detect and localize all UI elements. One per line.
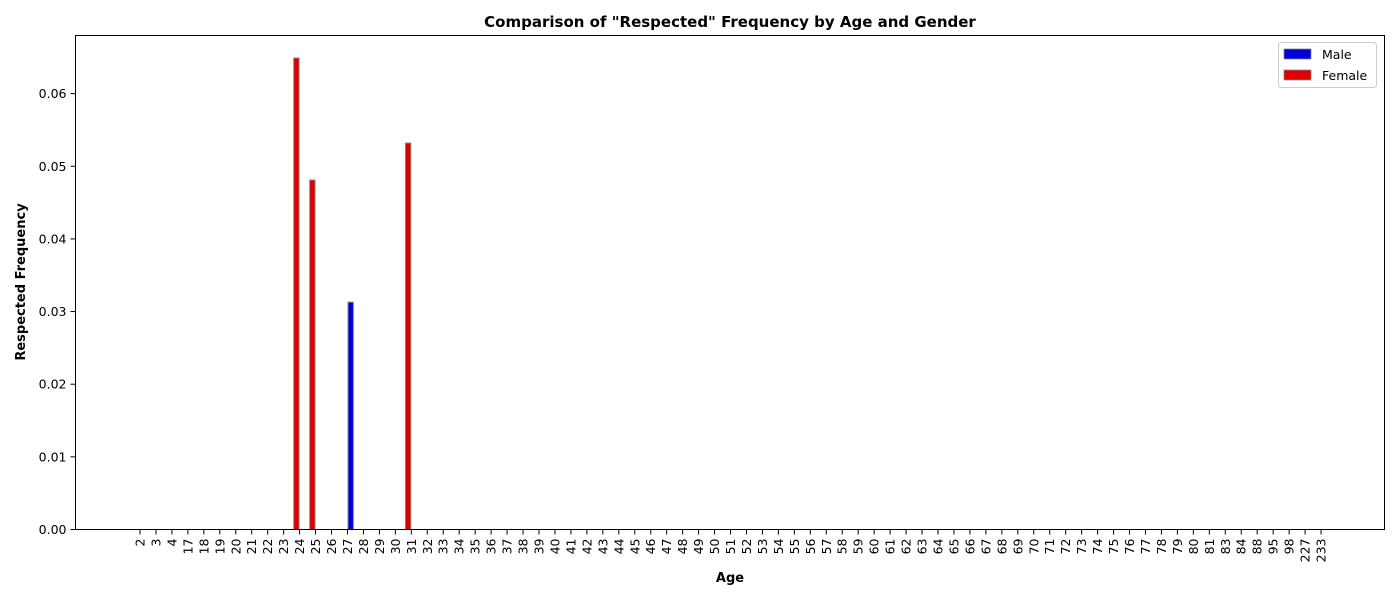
y-tick-label: 0.00: [39, 522, 67, 537]
bars-layer: [293, 57, 412, 531]
x-tick-label: 46: [643, 538, 658, 554]
x-tick-label: 47: [659, 539, 674, 555]
x-tick-label: 73: [1074, 539, 1089, 555]
x-tick-label: 61: [883, 539, 898, 555]
x-tick-label: 80: [1186, 538, 1201, 554]
y-tick-label: 0.01: [39, 449, 67, 464]
x-axis-ticks: 2 3 4 17 18 19 20 21 22 23 24 25 26 27 28 29 30 31 32 33 34 3…: [133, 529, 1329, 563]
y-axis-label: Respected Frequency: [14, 203, 29, 361]
x-tick-label: 55: [787, 539, 802, 555]
x-tick-label: 22: [260, 539, 275, 555]
x-tick-label: 36: [484, 538, 499, 554]
x-tick-label: 77: [1138, 539, 1153, 555]
x-tick-label: 51: [723, 539, 738, 555]
bar-female-25: [309, 179, 316, 530]
x-tick-label: 44: [611, 538, 626, 554]
x-tick-label: 25: [308, 539, 323, 555]
bar-female-31: [404, 142, 412, 531]
x-tick-label: 50: [707, 538, 722, 554]
x-tick-label: 54: [771, 538, 786, 554]
legend-swatch-male: [1283, 48, 1312, 60]
x-tick-label: 83: [1218, 539, 1233, 555]
x-tick-label: 74: [1090, 538, 1105, 554]
x-tick-label: 34: [452, 538, 467, 554]
x-tick-label: 39: [532, 538, 547, 554]
x-tick-label: 28: [356, 538, 371, 554]
x-tick-label: 68: [994, 538, 1009, 554]
x-tick-label: 32: [420, 539, 435, 555]
x-tick-label: 18: [196, 538, 211, 554]
x-tick-label: 19: [212, 538, 227, 554]
legend-swatch-female: [1283, 69, 1312, 81]
x-tick-label: 95: [1266, 539, 1281, 555]
x-tick-label: 41: [563, 539, 578, 555]
x-tick-label: 33: [436, 539, 451, 555]
x-tick-label: 59: [851, 538, 866, 554]
x-tick-label: 21: [244, 539, 259, 555]
x-tick-label: 78: [1154, 538, 1169, 554]
x-tick-label: 62: [899, 539, 914, 555]
x-tick-label: 72: [1058, 539, 1073, 555]
x-tick-label: 71: [1042, 539, 1057, 555]
bar-male-27: [347, 301, 354, 531]
x-tick-label: 84: [1234, 538, 1249, 554]
x-tick-label: 81: [1202, 539, 1217, 555]
y-axis-ticks: 0.00 0.01 0.02 0.03 0.04 0.05 0.06: [39, 86, 76, 537]
x-tick-label: 48: [675, 538, 690, 554]
x-tick-label: 35: [468, 539, 483, 555]
x-tick-label: 76: [1122, 538, 1137, 554]
y-tick-label: 0.04: [39, 231, 67, 246]
plot-area-frame: [75, 35, 1385, 530]
x-tick-label: 70: [1026, 538, 1041, 554]
x-tick-label: 65: [946, 539, 961, 555]
x-tick-label: 79: [1170, 538, 1185, 554]
bar-female-24: [293, 57, 300, 530]
x-tick-label: 58: [835, 538, 850, 554]
x-tick-label: 75: [1106, 539, 1121, 555]
x-tick-label: 52: [739, 539, 754, 555]
legend: Male Female: [1278, 42, 1377, 88]
y-tick-label: 0.05: [39, 159, 67, 174]
x-tick-label: 38: [516, 538, 531, 554]
x-tick-label: 30: [388, 538, 403, 554]
chart-title: Comparison of "Respected" Frequency by A…: [484, 13, 976, 31]
x-tick-label: 23: [276, 539, 291, 555]
legend-label-male: Male: [1322, 47, 1352, 62]
y-tick-label: 0.06: [39, 86, 67, 101]
x-tick-label: 64: [931, 538, 946, 554]
x-tick-label: 60: [867, 538, 882, 554]
x-tick-label: 66: [962, 538, 977, 554]
x-tick-label: 24: [292, 538, 307, 554]
x-tick-label: 57: [819, 539, 834, 555]
x-tick-label: 17: [180, 539, 195, 555]
x-tick-label: 20: [228, 538, 243, 554]
x-tick-label: 27: [340, 539, 355, 555]
x-tick-label: 42: [579, 539, 594, 555]
x-tick-label: 53: [755, 539, 770, 555]
x-tick-label: 227: [1298, 539, 1313, 563]
x-tick-label: 98: [1282, 538, 1297, 554]
legend-label-female: Female: [1322, 68, 1368, 83]
x-tick-label: 26: [324, 538, 339, 554]
y-tick-label: 0.03: [39, 304, 67, 319]
x-tick-label: 3: [148, 539, 163, 547]
y-tick-label: 0.02: [39, 377, 67, 392]
x-tick-label: 56: [803, 538, 818, 554]
x-tick-label: 88: [1250, 538, 1265, 554]
x-tick-label: 31: [404, 539, 419, 555]
x-tick-label: 43: [595, 539, 610, 555]
x-tick-label: 67: [978, 539, 993, 555]
x-tick-label: 49: [691, 538, 706, 554]
x-tick-label: 233: [1314, 539, 1329, 563]
x-tick-label: 40: [547, 538, 562, 554]
x-axis-label: Age: [716, 571, 744, 586]
x-tick-label: 69: [1010, 538, 1025, 554]
x-tick-label: 63: [915, 539, 930, 555]
x-tick-label: 45: [627, 539, 642, 555]
x-tick-label: 2: [133, 539, 148, 547]
x-tick-label: 37: [500, 539, 515, 555]
x-tick-label: 4: [164, 538, 179, 546]
x-tick-label: 29: [372, 538, 387, 554]
